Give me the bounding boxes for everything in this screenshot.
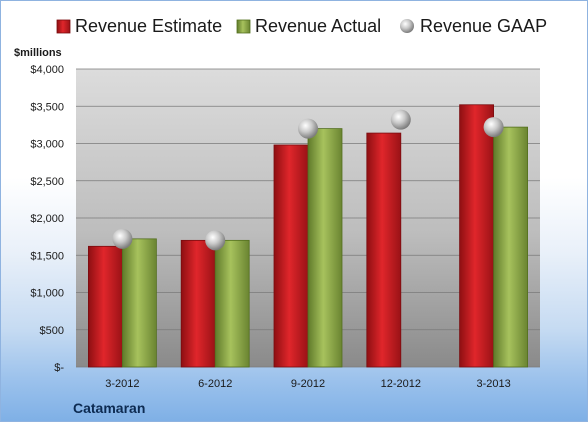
legend-item-gaap: Revenue GAAP xyxy=(400,16,547,36)
y-tick-label: $3,000 xyxy=(30,139,64,151)
y-tick-label: $2,000 xyxy=(30,213,64,225)
bars xyxy=(88,104,529,368)
x-tick-label: 3-2013 xyxy=(476,378,510,390)
bar-revenue-estimate xyxy=(366,132,402,368)
gaap-markers xyxy=(112,109,504,251)
bar-revenue-estimate xyxy=(459,104,495,368)
bar-revenue-estimate xyxy=(88,245,123,368)
legend-label-actual: Revenue Actual xyxy=(255,16,381,36)
legend-label-gaap: Revenue GAAP xyxy=(420,16,547,36)
marker-revenue-gaap xyxy=(298,118,318,139)
x-tick-label: 9-2012 xyxy=(291,378,325,390)
bar-revenue-actual xyxy=(307,128,343,368)
y-tick-label: $2,500 xyxy=(30,176,64,188)
legend-label-estimate: Revenue Estimate xyxy=(75,16,222,36)
marker-revenue-gaap xyxy=(112,228,133,249)
y-axis-ticks: $- $500 $1,000 $1,500 $2,000 $2,500 $3,000 $3,5… xyxy=(30,64,64,374)
y-tick-label: $4,000 xyxy=(30,64,64,76)
bar-revenue-actual xyxy=(122,238,157,368)
legend-swatch-actual xyxy=(236,19,251,34)
x-axis-ticks: 3-2012 6-2012 9-2012 12-2012 3-2013 xyxy=(105,378,510,390)
y-tick-label: $- xyxy=(54,362,64,374)
legend: Revenue Estimate Revenue Actual Revenue … xyxy=(56,16,547,36)
bar-revenue-estimate xyxy=(273,144,309,368)
y-tick-label: $500 xyxy=(40,325,64,337)
y-tick-label: $1,500 xyxy=(30,250,64,262)
y-tick-label: $3,500 xyxy=(30,101,64,113)
x-tick-label: 3-2012 xyxy=(105,378,139,390)
y-tick-label: $1,000 xyxy=(30,288,64,300)
company-label: Catamaran xyxy=(73,400,145,416)
x-tick-label: 12-2012 xyxy=(381,378,421,390)
legend-swatch-estimate xyxy=(56,19,71,34)
bar-revenue-estimate xyxy=(180,239,216,368)
marker-revenue-gaap xyxy=(483,117,504,138)
marker-revenue-gaap xyxy=(390,109,411,130)
legend-item-actual: Revenue Actual xyxy=(236,16,381,36)
bar-revenue-actual xyxy=(214,239,250,368)
bar-revenue-actual xyxy=(493,126,529,368)
legend-marker-gaap xyxy=(400,19,414,33)
x-tick-label: 6-2012 xyxy=(198,378,232,390)
marker-revenue-gaap xyxy=(205,230,226,251)
legend-item-estimate: Revenue Estimate xyxy=(56,16,222,36)
y-axis-unit-label: $millions xyxy=(14,47,62,59)
